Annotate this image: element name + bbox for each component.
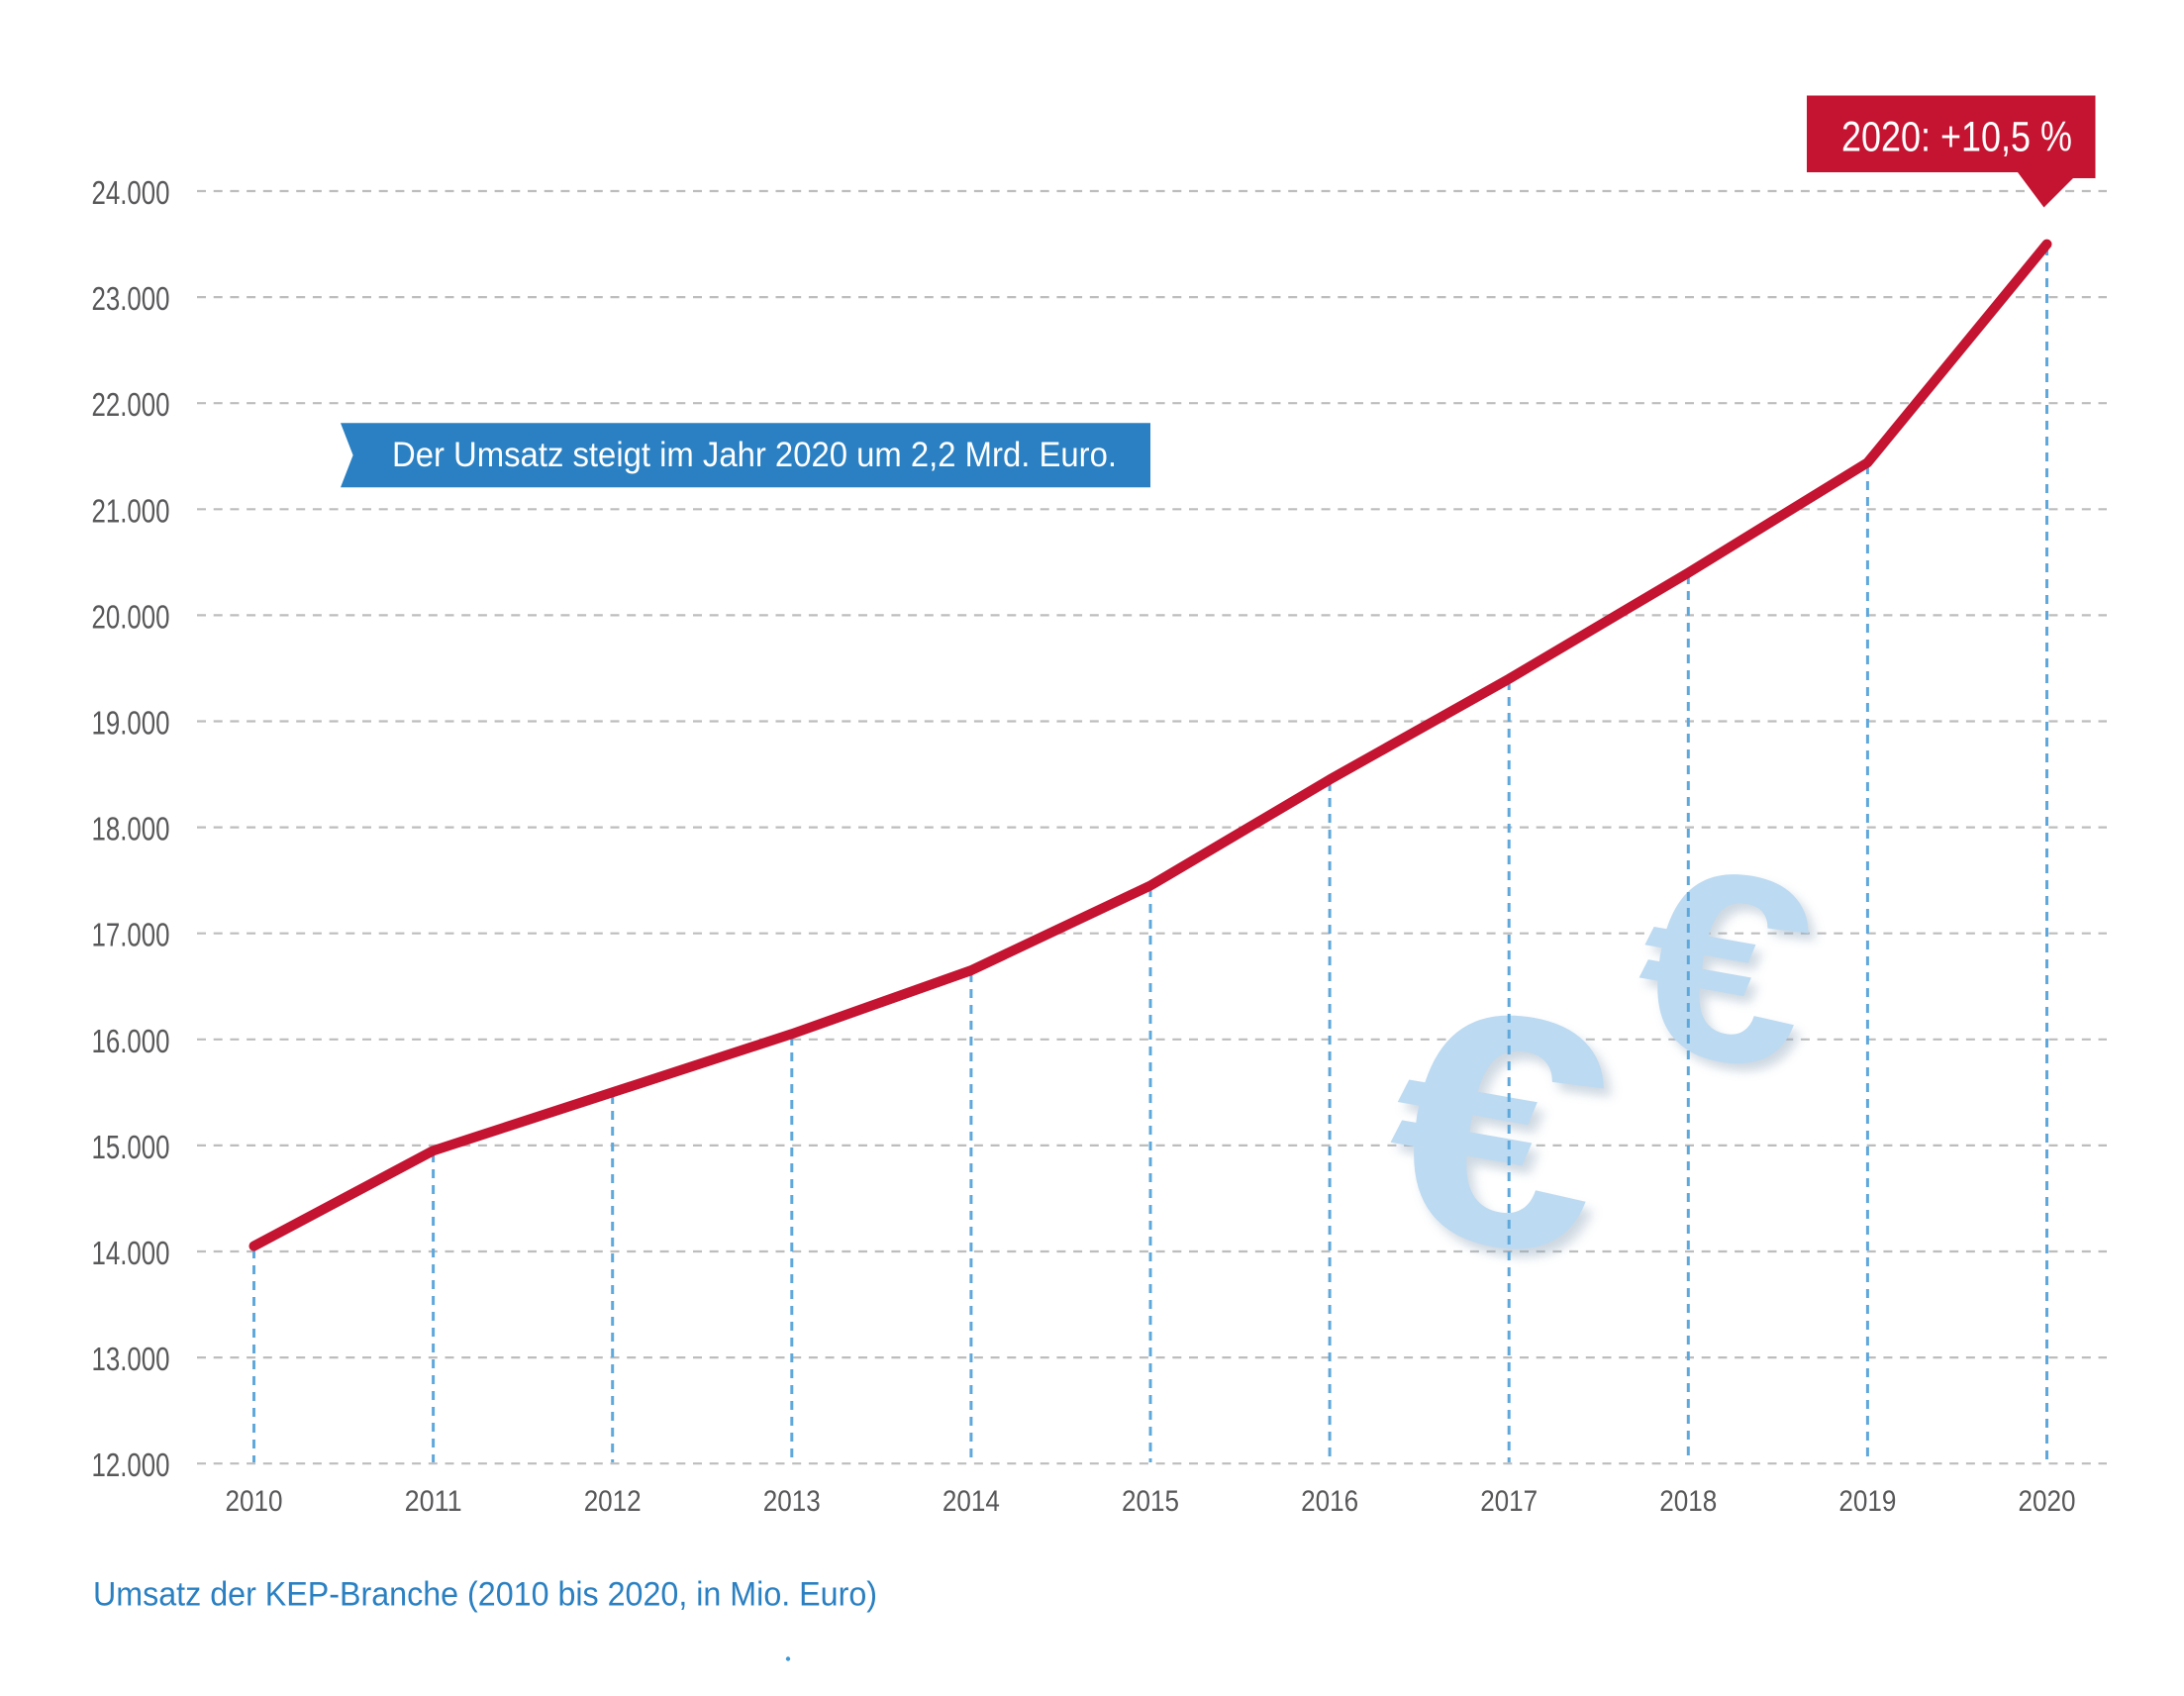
svg-text:23.000: 23.000 — [92, 280, 170, 317]
svg-text:14.000: 14.000 — [92, 1235, 170, 1271]
svg-text:24.000: 24.000 — [92, 174, 170, 211]
svg-text:2013: 2013 — [763, 1485, 821, 1518]
svg-text:Der Umsatz steigt im Jahr 2020: Der Umsatz steigt im Jahr 2020 um 2,2 Mr… — [392, 436, 1117, 474]
svg-text:2015: 2015 — [1122, 1485, 1179, 1518]
svg-text:20.000: 20.000 — [92, 598, 170, 635]
svg-text:2020: 2020 — [2019, 1485, 2076, 1518]
svg-text:19.000: 19.000 — [92, 705, 170, 742]
svg-text:15.000: 15.000 — [92, 1129, 170, 1165]
svg-text:18.000: 18.000 — [92, 811, 170, 848]
svg-text:12.000: 12.000 — [92, 1447, 170, 1483]
svg-text:2011: 2011 — [405, 1485, 462, 1518]
svg-text:22.000: 22.000 — [92, 386, 170, 423]
svg-text:2020: +10,5 %: 2020: +10,5 % — [1841, 114, 2072, 161]
svg-text:2017: 2017 — [1480, 1485, 1538, 1518]
svg-text:2012: 2012 — [584, 1485, 642, 1518]
svg-text:2010: 2010 — [226, 1485, 283, 1518]
svg-text:2014: 2014 — [943, 1485, 1000, 1518]
svg-text:Umsatz der KEP-Branche (2010 b: Umsatz der KEP-Branche (2010 bis 2020, i… — [93, 1576, 877, 1614]
svg-text:17.000: 17.000 — [92, 917, 170, 953]
svg-text:2018: 2018 — [1659, 1485, 1717, 1518]
svg-text:21.000: 21.000 — [92, 492, 170, 529]
svg-text:13.000: 13.000 — [92, 1341, 170, 1377]
svg-text:16.000: 16.000 — [92, 1023, 170, 1059]
svg-text:2019: 2019 — [1838, 1485, 1896, 1518]
svg-text:2016: 2016 — [1301, 1485, 1358, 1518]
